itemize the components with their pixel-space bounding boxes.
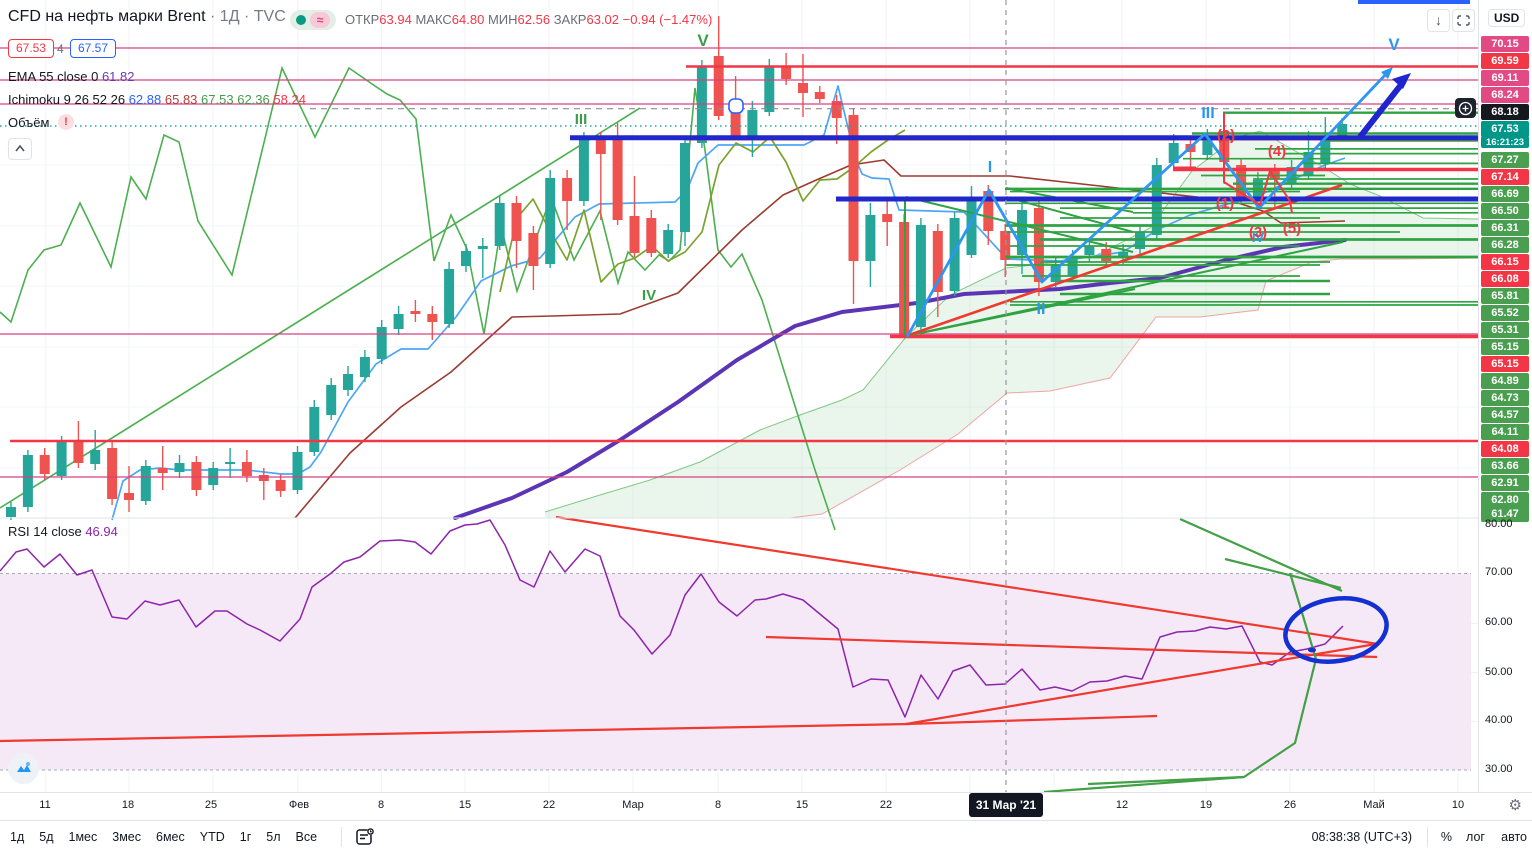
svg-text:(5): (5) bbox=[1283, 220, 1301, 237]
svg-text:(4): (4) bbox=[1268, 143, 1286, 160]
svg-text:I: I bbox=[988, 159, 992, 176]
svg-text:III: III bbox=[575, 111, 588, 128]
svg-text:(1): (1) bbox=[1216, 195, 1234, 212]
svg-text:(3): (3) bbox=[1249, 224, 1267, 241]
svg-text:IV: IV bbox=[642, 287, 656, 304]
svg-text:V: V bbox=[697, 31, 709, 50]
svg-text:II: II bbox=[1037, 301, 1046, 318]
svg-text:(2): (2) bbox=[1217, 127, 1235, 144]
svg-text:IV: IV bbox=[1252, 230, 1265, 245]
svg-text:V: V bbox=[1388, 35, 1400, 54]
svg-text:III: III bbox=[1201, 105, 1214, 122]
